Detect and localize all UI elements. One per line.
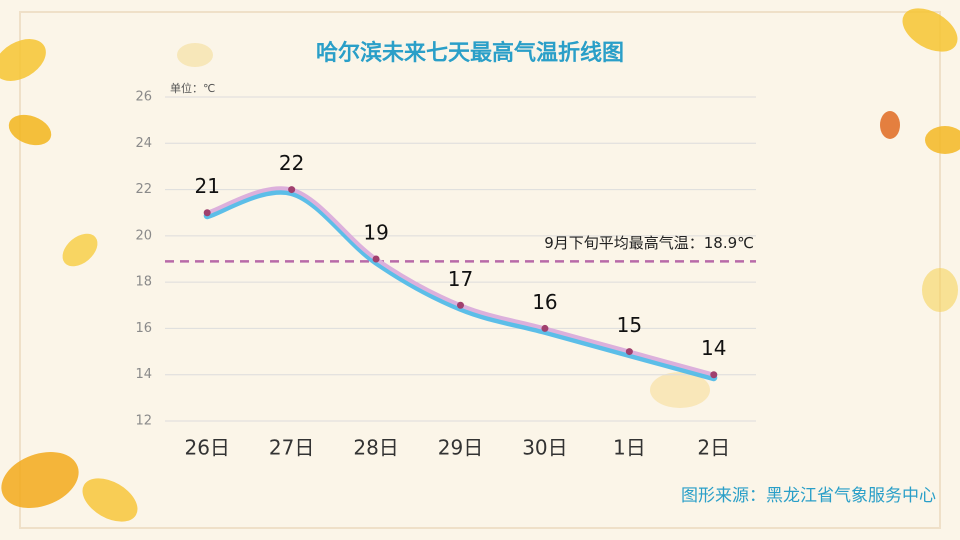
y-tick-label: 12 <box>135 414 152 429</box>
point <box>288 186 296 194</box>
y-tick-label: 16 <box>135 321 152 336</box>
x-tick-label: 1日 <box>613 436 646 460</box>
data-label: 22 <box>279 151 304 175</box>
source: 图形来源：黑龙江省气象服务中心 <box>681 486 936 506</box>
point <box>625 348 633 356</box>
chart-title: 哈尔滨未来七天最高气温折线图 <box>316 40 624 66</box>
y-tick-label: 14 <box>135 367 152 382</box>
data-label: 21 <box>194 174 219 198</box>
point <box>710 371 718 379</box>
data-label: 19 <box>363 221 388 245</box>
data-label: 15 <box>617 313 642 337</box>
reference-label: 9月下旬平均最高气温：18.9℃ <box>544 234 754 252</box>
x-tick-label: 29日 <box>438 436 483 460</box>
x-tick-label: 26日 <box>184 436 229 460</box>
x-tick-label: 27日 <box>269 436 314 460</box>
y-tick-label: 24 <box>135 136 152 151</box>
point <box>541 324 549 332</box>
y-tick-label: 20 <box>135 228 152 243</box>
x-tick-label: 30日 <box>522 436 567 460</box>
y-tick-label: 22 <box>135 182 152 197</box>
y-tick-label: 26 <box>135 90 152 105</box>
point <box>203 209 211 217</box>
data-label: 17 <box>448 267 473 291</box>
data-label: 16 <box>532 290 557 314</box>
x-tick-label: 2日 <box>697 436 730 460</box>
point <box>372 255 380 263</box>
x-tick-label: 28日 <box>353 436 398 460</box>
point <box>457 301 464 309</box>
unit-label: 单位：℃ <box>170 81 215 95</box>
data-label: 14 <box>701 336 726 360</box>
y-tick-label: 18 <box>135 275 152 290</box>
